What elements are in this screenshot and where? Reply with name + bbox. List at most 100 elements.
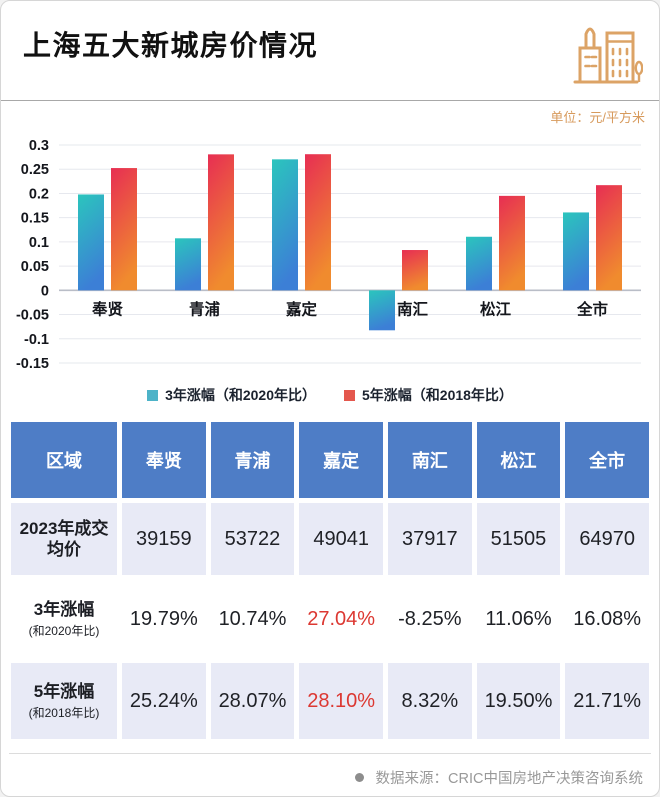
table-cell: 39159 bbox=[122, 503, 206, 575]
table-cell: 37917 bbox=[387, 503, 472, 575]
bar-南汇-series1 bbox=[402, 250, 428, 291]
bar-松江-series1 bbox=[499, 195, 525, 291]
row-label: 5年涨幅 bbox=[33, 682, 95, 702]
row-label: 2023年成交均价 bbox=[19, 518, 109, 559]
y-axis-tick-label: 0.2 bbox=[29, 186, 49, 202]
cell-value: 49041 bbox=[313, 527, 369, 550]
table-cell: 11.06% bbox=[477, 580, 561, 658]
y-axis-tick-label: 0 bbox=[41, 283, 49, 299]
y-axis-tick-label: 0.1 bbox=[29, 235, 49, 251]
bar-嘉定-series1 bbox=[305, 154, 331, 291]
cell-value: 19.50% bbox=[484, 689, 553, 712]
cell-value: 25.24% bbox=[129, 689, 198, 712]
bar-全市-series1 bbox=[596, 185, 622, 291]
table-cell: 8.32% bbox=[387, 663, 472, 739]
buildings-icon bbox=[569, 19, 644, 98]
bar-青浦-series1 bbox=[208, 154, 234, 291]
cell-value: 11.06% bbox=[485, 607, 552, 630]
table-header-label: 全市 bbox=[589, 451, 626, 471]
table-cell: 27.04% bbox=[299, 580, 383, 658]
table-header-cell: 嘉定 bbox=[299, 422, 383, 498]
legend-swatch-icon bbox=[344, 389, 355, 401]
row-label: 3年涨幅 bbox=[33, 600, 95, 620]
source-footer: 数据来源：CRIC中国房地产决策咨询系统 bbox=[9, 753, 651, 788]
bar-嘉定-series0 bbox=[272, 159, 298, 291]
legend-label: 5年涨幅（和2018年比） bbox=[362, 387, 513, 403]
bar-松江-series0 bbox=[466, 236, 492, 291]
bar-奉贤-series1 bbox=[111, 168, 137, 291]
legend-item: 5年涨幅（和2018年比） bbox=[344, 385, 513, 405]
table-cell: 28.07% bbox=[210, 663, 295, 739]
table-cell: 21.71% bbox=[565, 663, 649, 739]
cell-value: 64970 bbox=[579, 527, 635, 550]
table-header-cell: 全市 bbox=[565, 422, 649, 498]
cell-value-highlighted: 27.04% bbox=[307, 607, 376, 630]
cell-value: 28.07% bbox=[218, 689, 287, 712]
table-header-label: 奉贤 bbox=[145, 451, 182, 471]
bar-chart-svg: 0.3 0.25 0.2 0.15 0.1 0.05 0 -0.05 -0.1 -0.15 奉贤 青浦… bbox=[16, 138, 641, 372]
bar-青浦-series0 bbox=[175, 238, 201, 291]
legend-swatch-icon bbox=[147, 389, 159, 401]
category-label: 奉贤 bbox=[91, 299, 124, 318]
bullet-icon bbox=[354, 773, 364, 782]
chart-legend: 3年涨幅（和2020年比） 5年涨幅（和2018年比） bbox=[1, 384, 659, 406]
table-cell: 16.08% bbox=[565, 580, 649, 658]
table-header-cell: 青浦 bbox=[210, 422, 295, 498]
cell-value-highlighted: 28.10% bbox=[307, 689, 376, 712]
table-cell: 51505 bbox=[476, 503, 561, 575]
category-label: 南汇 bbox=[397, 299, 429, 318]
cell-value: 51505 bbox=[490, 527, 547, 550]
category-label: 嘉定 bbox=[285, 299, 318, 318]
table-header-label: 青浦 bbox=[234, 451, 271, 471]
cell-value: 10.74% bbox=[218, 607, 287, 630]
y-axis-tick-label: 0.25 bbox=[21, 162, 49, 178]
table-cell: 19.79% bbox=[122, 580, 206, 658]
category-label: 青浦 bbox=[189, 299, 221, 318]
page-title: 上海五大新城房价情况 bbox=[23, 30, 319, 61]
table-cell: -8.25% bbox=[388, 580, 472, 658]
cell-value: 37917 bbox=[402, 527, 458, 550]
table-cell: 28.10% bbox=[299, 663, 383, 739]
table-header-cell: 松江 bbox=[476, 422, 561, 498]
legend-item: 3年涨幅（和2020年比） bbox=[147, 385, 316, 405]
cell-value: 16.08% bbox=[573, 607, 642, 630]
cell-value: 39159 bbox=[136, 527, 192, 550]
table-header-label: 区域 bbox=[46, 451, 82, 471]
cell-value: -8.25% bbox=[398, 607, 462, 630]
unit-label: 单位：元/平方米 bbox=[550, 110, 645, 125]
cell-value: 53722 bbox=[224, 527, 281, 550]
cell-value: 21.71% bbox=[573, 689, 642, 712]
table-header-cell: 区域 bbox=[11, 422, 117, 498]
category-label: 松江 bbox=[480, 299, 512, 318]
table-cell: 19.50% bbox=[476, 663, 561, 739]
y-axis-tick-label: -0.1 bbox=[24, 332, 49, 348]
bar-南汇-series0 bbox=[369, 290, 395, 331]
table-header-label: 嘉定 bbox=[323, 451, 360, 471]
row-label-sub: (和2018年比) bbox=[28, 705, 100, 720]
y-axis-tick-label: 0.15 bbox=[21, 211, 49, 227]
cell-value: 8.32% bbox=[401, 689, 459, 712]
table-header-label: 松江 bbox=[500, 451, 537, 471]
table-cell: 10.74% bbox=[211, 580, 295, 658]
bar-全市-series0 bbox=[563, 212, 589, 291]
table-cell: 25.24% bbox=[122, 663, 206, 739]
y-axis-tick-label: 0.3 bbox=[29, 138, 49, 154]
price-table: 区域 奉贤 青浦 嘉定 南汇 松江 全市 2023年成交均价 39159 53722 49041 37… bbox=[1, 422, 659, 739]
row-label-sub: (和2020年比) bbox=[28, 623, 100, 638]
y-axis-tick-label: -0.15 bbox=[16, 356, 49, 372]
card-header: 上海五大新城房价情况 bbox=[1, 1, 659, 101]
y-axis-tick-label: 0.05 bbox=[21, 259, 49, 275]
row-label-cell: 2023年成交均价 bbox=[11, 503, 117, 575]
row-label-cell: 5年涨幅 (和2018年比) bbox=[11, 663, 117, 739]
table-cell: 64970 bbox=[565, 503, 649, 575]
y-axis-tick-label: -0.05 bbox=[16, 308, 49, 324]
legend-label: 3年涨幅（和2020年比） bbox=[165, 387, 316, 403]
bar-奉贤-series0 bbox=[78, 194, 104, 291]
source-note: 数据来源：CRIC中国房地产决策咨询系统 bbox=[375, 771, 643, 787]
cell-value: 19.79% bbox=[129, 607, 198, 630]
table-cell: 53722 bbox=[210, 503, 295, 575]
bar-chart: 0.3 0.25 0.2 0.15 0.1 0.05 0 -0.05 -0.1 -0.15 奉贤 青浦… bbox=[3, 131, 659, 388]
table-header-label: 南汇 bbox=[411, 451, 448, 471]
category-label: 全市 bbox=[576, 299, 609, 318]
unit-label-row: 单位：元/平方米 bbox=[1, 101, 659, 129]
